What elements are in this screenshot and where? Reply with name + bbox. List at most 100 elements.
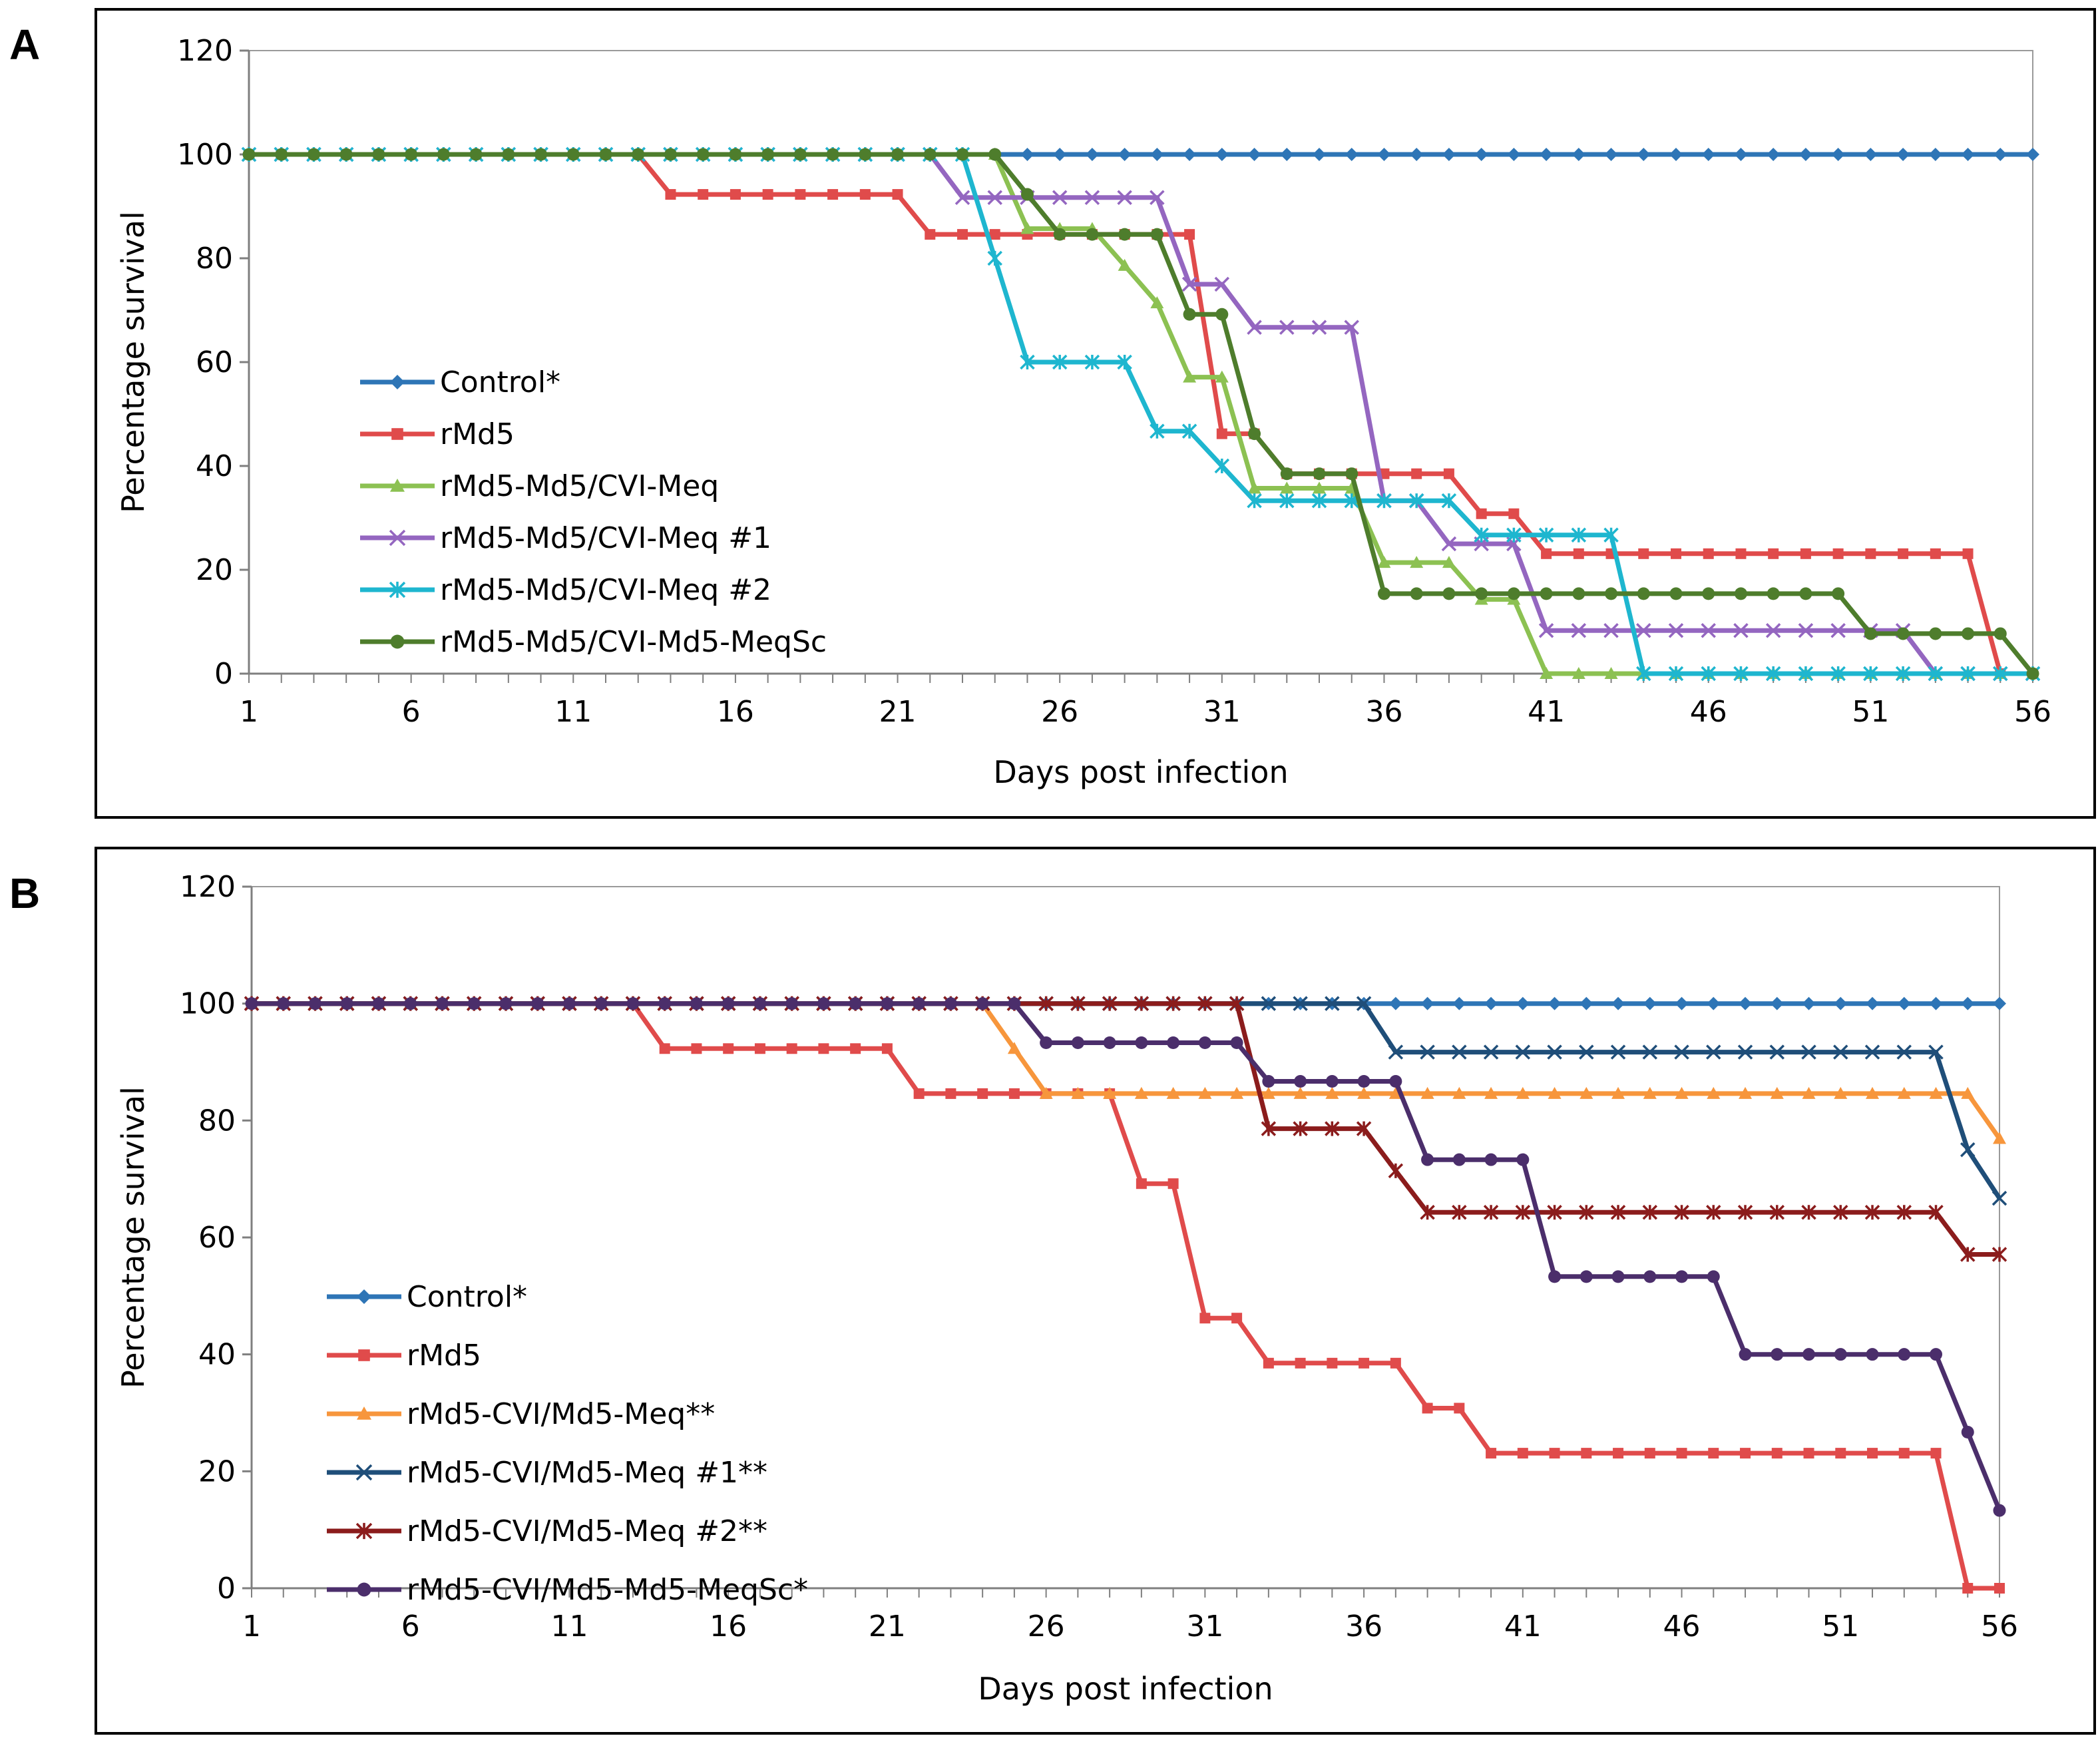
data-point [1183,308,1196,321]
data-point [1707,996,1721,1010]
data-point [502,148,515,161]
data-point [1734,587,1747,600]
data-point [1008,997,1021,1010]
y-tick-label: 100 [177,138,233,172]
data-point [372,148,385,161]
data-point [1733,623,1749,638]
data-point [696,148,710,161]
data-point [277,997,290,1010]
data-point [1441,493,1457,509]
data-point [1769,1044,1785,1060]
data-point [1962,548,1974,559]
y-tick-label: 20 [198,1454,236,1488]
data-point [1325,1121,1340,1136]
data-point [1769,1204,1785,1220]
data-point [1674,1044,1689,1060]
data-point [665,189,676,200]
data-point [1642,1044,1658,1060]
data-point [1765,623,1781,638]
series-rmd5-cvi-md5-meq-2 [244,996,2007,1262]
data-point [1961,1086,1975,1099]
legend-label: Control* [407,1280,527,1314]
data-point [1325,1086,1339,1099]
data-point [499,997,513,1010]
data-point [1118,228,1132,241]
data-point [1541,548,1552,559]
x-tick-label: 26 [1028,1610,1065,1643]
data-point [1961,148,1975,161]
data-point [1230,1086,1244,1099]
legend-label: rMd5-CVI/Md5-Md5-MeqSc* [407,1573,808,1607]
y-tick-label: 0 [214,657,233,691]
data-point [1230,1036,1243,1050]
data-point [1637,148,1651,161]
data-point [1548,996,1562,1010]
data-point [1540,587,1553,600]
data-point [659,1043,670,1054]
legend-item-rmd5-md5-cvi-meq-1: rMd5-Md5/CVI-Meq #1 [360,521,771,555]
x-tick-label: 51 [1822,1610,1859,1643]
data-point [1356,1121,1372,1136]
data-point [1313,481,1326,494]
y-axis-title: Percentage survival [115,211,151,513]
legend-label: rMd5-CVI/Md5-Meq #1** [407,1456,767,1490]
data-point [762,189,773,200]
data-point [339,148,353,161]
data-point [1150,423,1165,439]
x-axis-title: Days post infection [993,754,1288,790]
series-rmd5-cvi-md5-meq-1 [244,996,2007,1206]
data-point [1993,666,2008,682]
data-point [1636,666,1651,682]
legend-item-rmd5-md5-cvi-meq: rMd5-Md5/CVI-Meq [360,469,719,503]
data-point [1052,190,1068,205]
data-point [1118,148,1132,161]
data-point [1803,1448,1814,1459]
data-point [1390,1357,1401,1369]
data-point [626,997,640,1010]
data-point [1507,148,1521,161]
data-point [1215,308,1229,321]
data-point [1197,996,1213,1011]
data-point [1579,1204,1594,1220]
data-point [1611,996,1625,1010]
data-point [795,189,806,200]
data-point [1642,1204,1658,1220]
data-point [1547,1204,1562,1220]
data-point [1929,627,1942,640]
data-point [1636,623,1651,638]
data-point [1739,1348,1752,1361]
data-point [989,229,1000,240]
data-point [1020,188,1034,201]
chart-panel-a: 0 20 40 60 80 100 120 1 6 11 16 21 26 31 36 41 46 51 56 Day… [95,8,2096,819]
data-point [1214,458,1230,474]
data-point [1280,148,1294,161]
x-tick-label: 36 [1345,1610,1382,1643]
data-point [988,148,1002,161]
data-point [1442,556,1456,568]
data-point [956,148,969,161]
data-point [1214,276,1230,292]
data-point [1517,1448,1528,1459]
data-point [437,148,450,161]
data-point [1929,996,1943,1010]
data-point [1610,1204,1626,1220]
data-point [1294,1074,1307,1088]
series-rmd5-cvi-md5-meq [245,996,2006,1144]
legend-label: rMd5 [440,417,515,451]
data-point [1771,1448,1783,1459]
data-point [1572,667,1585,679]
y-tick-label: 60 [198,1221,236,1255]
data-point [1389,1074,1402,1088]
data-point [1610,1044,1626,1060]
legend-label: rMd5-Md5/CVI-Meq #2 [440,573,771,607]
data-point [1613,1448,1624,1459]
data-point [435,997,449,1010]
data-point [1961,996,1975,1010]
data-point [1183,148,1197,161]
data-point [1538,623,1554,638]
data-point [1798,666,1814,682]
data-point [1388,1044,1404,1060]
y-tick-label: 120 [177,34,233,68]
data-point [1994,148,2007,161]
data-point [1359,1357,1370,1369]
